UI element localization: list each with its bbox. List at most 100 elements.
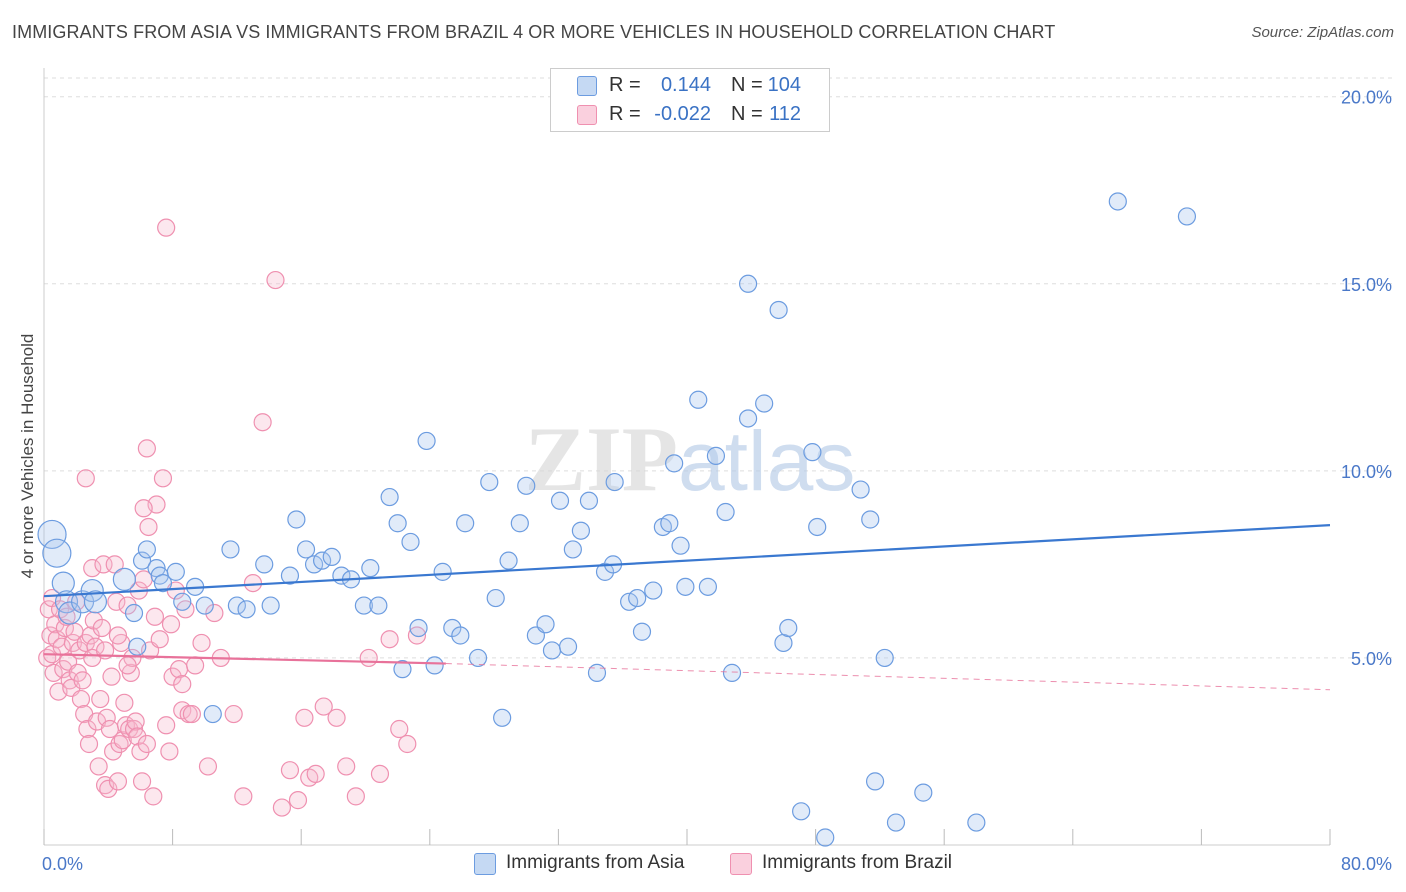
data-point-asia	[137, 540, 156, 559]
data-point-asia	[237, 600, 256, 619]
data-point-asia	[361, 559, 380, 578]
data-point-asia	[875, 648, 894, 668]
data-point-asia	[550, 491, 570, 510]
data-point-asia	[287, 510, 306, 529]
data-point-asia	[587, 663, 607, 682]
data-point-asia	[722, 663, 742, 682]
data-point-asia	[1177, 207, 1197, 226]
data-point-brazil	[157, 716, 176, 735]
data-point-asia	[628, 588, 647, 608]
data-point-brazil	[153, 469, 173, 488]
data-point-asia	[886, 813, 906, 832]
data-point-brazil	[306, 764, 325, 784]
data-point-asia	[112, 567, 136, 591]
data-point-asia	[571, 521, 591, 540]
axes	[43, 68, 1331, 846]
data-point-brazil	[359, 648, 378, 668]
data-point-brazil	[137, 734, 156, 754]
data-point-brazil	[186, 656, 205, 675]
data-point-asia	[480, 472, 499, 492]
legend-row-brazil: R = -0.022 N = 112	[551, 100, 829, 130]
legend-label-asia: Immigrants from Asia	[506, 852, 685, 873]
data-point-brazil	[92, 618, 111, 638]
watermark: ZIPatlas	[525, 408, 856, 510]
data-point-brazil	[288, 791, 308, 810]
data-point-brazil	[97, 708, 116, 727]
data-point-asia	[369, 596, 388, 615]
data-point-asia	[456, 514, 475, 533]
data-point-brazil	[266, 270, 285, 290]
data-point-brazil	[108, 772, 128, 791]
data-point-brazil	[137, 439, 156, 458]
data-point-asia	[227, 596, 246, 615]
trend-line-brazil	[43, 653, 446, 665]
data-point-asia	[1108, 192, 1127, 211]
x-tick-label: 0.0%	[42, 854, 83, 874]
data-point-brazil	[71, 689, 91, 709]
data-point-asia	[433, 562, 452, 581]
data-point-asia	[153, 573, 173, 593]
data-point-asia	[816, 828, 835, 847]
data-point-brazil	[192, 633, 211, 653]
data-point-brazil	[44, 663, 63, 682]
data-point-brazil	[280, 761, 300, 780]
data-point-asia	[542, 641, 562, 660]
data-point-brazil	[314, 697, 333, 716]
data-point-asia	[779, 618, 798, 638]
legend-row-asia: R = 0.144 N = 104	[551, 71, 829, 101]
data-point-brazil	[327, 708, 346, 727]
series-asia-points	[37, 192, 1197, 847]
trend-lines	[43, 524, 1331, 691]
data-point-asia	[967, 813, 986, 832]
data-point-brazil	[337, 757, 356, 776]
data-point-brazil	[380, 630, 399, 649]
data-point-asia	[166, 562, 185, 581]
data-point-brazil	[163, 667, 182, 686]
data-point-brazil	[145, 607, 165, 626]
data-point-asia	[354, 596, 373, 615]
x-tick-label: 80.0%	[1341, 854, 1392, 874]
data-point-asia	[280, 566, 300, 585]
gridlines	[44, 77, 1392, 659]
data-point-brazil	[198, 757, 218, 776]
trend-line-asia	[43, 524, 1331, 598]
data-point-brazil	[253, 413, 272, 432]
legend-r-label: R =	[609, 103, 641, 125]
data-point-brazil	[161, 615, 181, 634]
trend-line-brazil-extension	[445, 663, 1331, 691]
data-point-asia	[493, 708, 512, 727]
data-point-brazil	[370, 764, 390, 784]
legend-r-value: -0.022	[654, 103, 711, 125]
data-point-brazil	[83, 559, 102, 578]
data-point-asia	[803, 443, 822, 462]
data-point-brazil	[126, 712, 145, 731]
data-point-asia	[388, 514, 407, 533]
data-point-asia	[128, 637, 147, 656]
data-point-asia	[914, 783, 933, 802]
data-point-asia	[536, 615, 555, 634]
data-point-asia	[558, 637, 578, 656]
data-point-asia	[510, 514, 529, 533]
data-point-brazil	[73, 671, 92, 690]
data-point-asia	[195, 596, 214, 615]
data-point-asia	[499, 551, 518, 570]
data-point-asia	[632, 622, 652, 641]
data-point-asia	[255, 555, 274, 574]
data-point-asia	[644, 581, 663, 600]
data-point-asia	[517, 476, 536, 495]
legend-n-label: N =	[731, 103, 763, 125]
data-point-brazil	[144, 787, 163, 806]
y-tick-label: 20.0%	[1341, 88, 1392, 108]
data-point-brazil	[108, 626, 128, 645]
data-point-asia	[769, 300, 788, 320]
data-point-brazil	[390, 719, 409, 739]
source-label: Source: ZipAtlas.com	[1251, 24, 1394, 41]
data-point-asia	[792, 802, 811, 821]
data-point-asia	[425, 656, 444, 675]
y-axis-label: 4 or more Vehicles in Household	[18, 334, 37, 579]
data-point-brazil	[182, 704, 201, 724]
data-point-asia	[738, 409, 758, 428]
data-point-asia	[42, 538, 72, 568]
correlation-legend: R = 0.144 N = 104 R = -0.022 N = 112	[550, 68, 830, 132]
data-point-asia	[861, 510, 880, 529]
